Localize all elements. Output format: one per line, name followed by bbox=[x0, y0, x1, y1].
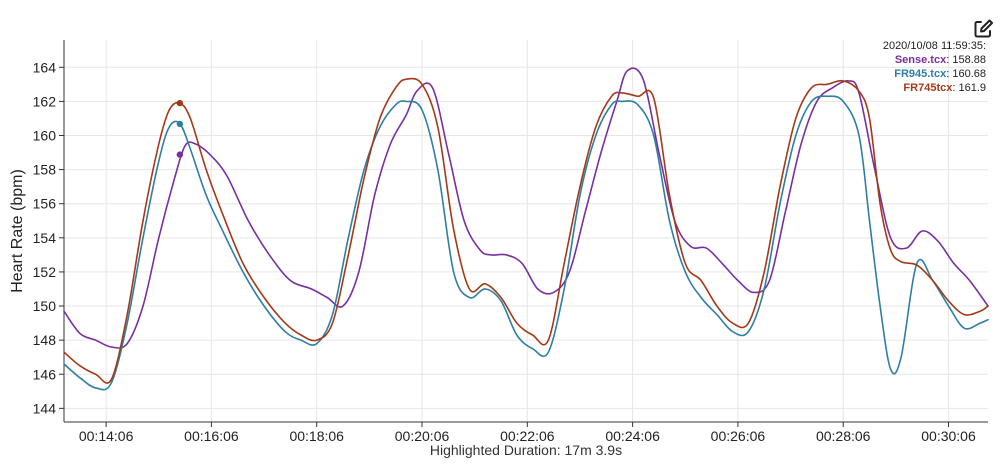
legend-timestamp: 2020/10/08 11:59:35: bbox=[883, 40, 986, 52]
x-tick-label: 00:30:06 bbox=[921, 428, 976, 444]
x-tick-label: 00:22:06 bbox=[500, 428, 555, 444]
x-tick-label: 00:20:06 bbox=[395, 428, 450, 444]
legend: 2020/10/08 11:59:35: Sense.tcx: 158.88 F… bbox=[883, 40, 986, 94]
y-tick-label: 148 bbox=[33, 332, 57, 348]
legend-name: FR745tcx bbox=[903, 82, 953, 94]
series-line-fr945-tcx bbox=[63, 95, 989, 391]
cursor-marker-fr945-tcx bbox=[176, 120, 184, 128]
cursor-markers bbox=[176, 99, 184, 158]
y-axis-title: Heart Rate (bpm) bbox=[9, 169, 26, 293]
legend-name: FR945.tcx bbox=[894, 68, 947, 80]
y-tick-label: 154 bbox=[33, 230, 57, 246]
legend-value: 158.88 bbox=[952, 54, 986, 66]
legend-item-sense: Sense.tcx: 158.88 bbox=[895, 54, 986, 66]
legend-item-fr945: FR945.tcx: 160.68 bbox=[894, 68, 986, 80]
x-tick-label: 00:18:06 bbox=[289, 428, 344, 444]
y-axis-ticks: 144 146 148 150 152 154 156 158 160 162 164 bbox=[33, 59, 64, 416]
x-tick-label: 00:14:06 bbox=[79, 428, 134, 444]
y-tick-label: 152 bbox=[33, 264, 57, 280]
y-tick-label: 158 bbox=[33, 162, 57, 178]
cursor-marker-sense-tcx bbox=[176, 151, 184, 158]
legend-value: 160.68 bbox=[952, 68, 986, 80]
legend-value: 161.9 bbox=[958, 82, 986, 94]
x-axis-title: Highlighted Duration: 17m 3.9s bbox=[430, 442, 622, 458]
series-lines bbox=[63, 67, 989, 391]
y-tick-label: 160 bbox=[33, 128, 57, 144]
y-tick-label: 162 bbox=[33, 93, 57, 109]
y-tick-label: 156 bbox=[33, 196, 57, 212]
y-tick-label: 146 bbox=[33, 366, 57, 382]
legend-item-fr745: FR745tcx: 161.9 bbox=[903, 82, 986, 94]
legend-name: Sense.tcx bbox=[895, 54, 947, 66]
edit-icon[interactable] bbox=[972, 18, 994, 40]
series-line-sense-tcx bbox=[63, 67, 989, 349]
plot-area bbox=[64, 40, 988, 422]
x-tick-label: 00:16:06 bbox=[184, 428, 239, 444]
y-tick-label: 144 bbox=[33, 400, 57, 416]
cursor-marker-fr745tcx bbox=[176, 99, 184, 107]
gridlines bbox=[64, 40, 988, 422]
x-tick-label: 00:26:06 bbox=[711, 428, 766, 444]
y-tick-label: 150 bbox=[33, 298, 57, 314]
x-axis-ticks: 00:14:06 00:16:06 00:18:06 00:20:06 00:22:06… bbox=[79, 422, 976, 444]
x-tick-label: 00:28:06 bbox=[816, 428, 871, 444]
y-tick-label: 164 bbox=[33, 59, 57, 75]
series-line-fr745tcx bbox=[63, 77, 989, 384]
x-tick-label: 00:24:06 bbox=[605, 428, 660, 444]
